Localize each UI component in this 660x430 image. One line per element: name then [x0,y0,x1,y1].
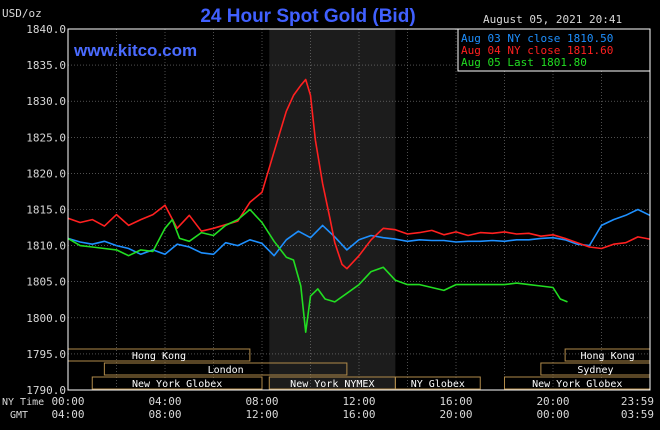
y-tick-label: 1815.0 [26,204,66,217]
series-line-1 [67,78,650,270]
market-sessions: Hong Kong Hong Kong Sydney London New York G… [67,348,651,390]
session-box [103,362,348,376]
legend-entry-1: Aug 04 NY close 1811.60 [461,44,613,57]
x-tick-label-ny: 04:00 [148,395,181,408]
kitco-brand: www.kitco.com [73,41,197,60]
x-tick-label-gmt: 12:00 [245,408,278,421]
x-tick-label-gmt: 20:00 [439,408,472,421]
x-tick-label-ny: 08:00 [245,395,278,408]
x-tick-label-ny: 20:00 [536,395,569,408]
y-tick-label: 1795.0 [26,348,66,361]
unit-label: USD/oz [2,7,42,20]
x-tick-label-gmt: 16:00 [342,408,375,421]
x-tick-label-ny: 12:00 [342,395,375,408]
session-box [394,376,481,390]
y-tick-label: 1810.0 [26,240,66,253]
x-axis-tick-labels: 00:00 04:00 08:00 12:00 16:00 20:00 23:5904:00… [51,395,654,421]
y-tick-label: 1820.0 [26,167,66,180]
series-line-2 [67,208,568,334]
legend-entry-2: Aug 05 Last 1801.80 [461,56,587,69]
session-label: London [208,365,244,376]
session-label: Sydney [577,365,613,376]
plot-border [67,28,651,391]
x-tick-label-ny: 23:59 [621,395,654,408]
session-label: Hong Kong [580,351,634,362]
x-tick-label-ny: 00:00 [51,395,84,408]
x-tick-label-gmt: 08:00 [148,408,181,421]
session-label: New York Globex [132,379,222,390]
session-label: New York Globex [532,379,622,390]
x-tick-label-gmt: 00:00 [536,408,569,421]
y-tick-label: 1835.0 [26,59,66,72]
y-tick-label: 1825.0 [26,131,66,144]
y-axis-tick-labels: 1790.0 1795.0 1800.0 1805.0 1810.0 1815.0 1820… [26,23,66,397]
series-line-0 [67,208,651,257]
y-tick-label: 1800.0 [26,312,66,325]
legend-box [457,28,651,72]
session-label: NY Globex [411,379,465,390]
session-label: New York NYMEX [290,379,374,390]
x-tick-label-gmt: 04:00 [51,408,84,421]
session-box [91,376,263,390]
ny-time-label: NY Time [2,397,44,408]
gmt-label: GMT [10,410,28,421]
y-tick-label: 1805.0 [26,276,66,289]
x-tick-label-ny: 16:00 [439,395,472,408]
chart-title: 24 Hour Spot Gold (Bid) [200,6,415,27]
y-tick-label: 1830.0 [26,95,66,108]
legend-entry-0: Aug 03 NY close 1810.50 [461,32,613,45]
datetime-stamp: August 05, 2021 20:41 [483,13,622,26]
session-label: Hong Kong [132,351,186,362]
price-series [67,78,651,334]
y-tick-label: 1840.0 [26,23,66,36]
x-tick-label-gmt: 03:59 [621,408,654,421]
y-tick-label: 1790.0 [26,384,66,397]
